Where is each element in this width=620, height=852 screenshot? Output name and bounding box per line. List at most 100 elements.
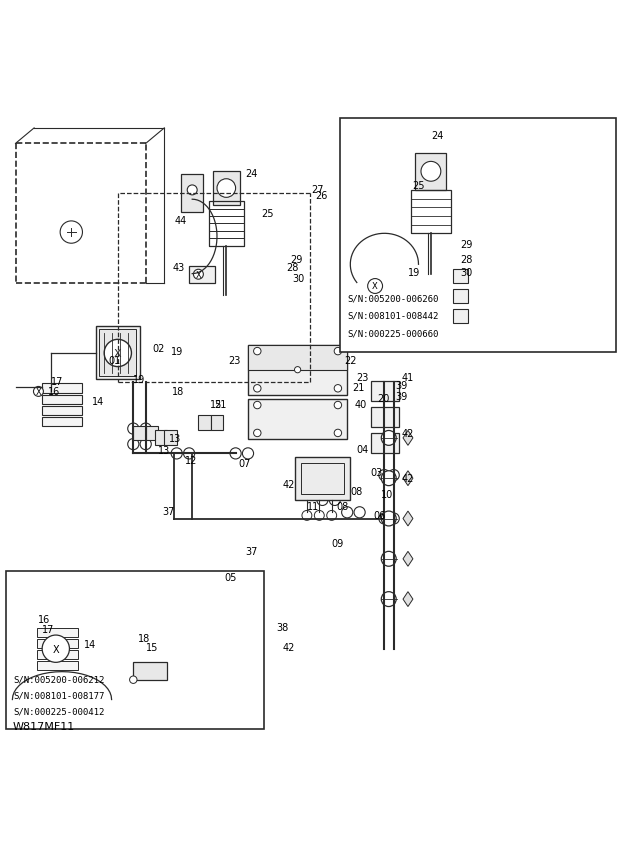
Text: 23: 23 xyxy=(228,356,241,366)
Polygon shape xyxy=(403,552,413,567)
Circle shape xyxy=(254,429,261,437)
Circle shape xyxy=(140,423,151,435)
Circle shape xyxy=(334,429,342,437)
Text: S/N:005200-006212: S/N:005200-006212 xyxy=(14,675,105,684)
Bar xyxy=(209,202,244,246)
Bar xyxy=(340,118,616,353)
Circle shape xyxy=(334,348,342,355)
Text: 42: 42 xyxy=(282,642,294,653)
Bar xyxy=(181,176,203,212)
Circle shape xyxy=(379,439,390,450)
Text: 13: 13 xyxy=(158,446,170,456)
Bar xyxy=(37,661,78,671)
Text: X: X xyxy=(35,388,42,396)
Polygon shape xyxy=(403,592,413,607)
Text: 18: 18 xyxy=(138,633,150,642)
Text: 41: 41 xyxy=(402,372,414,383)
Text: 30: 30 xyxy=(293,273,305,284)
Text: 01: 01 xyxy=(108,356,121,366)
Bar xyxy=(371,382,399,401)
Text: X: X xyxy=(53,644,59,654)
Circle shape xyxy=(379,513,390,525)
Text: X: X xyxy=(195,270,202,279)
Text: 08: 08 xyxy=(350,486,363,496)
Text: 02: 02 xyxy=(152,343,164,354)
Text: 19: 19 xyxy=(408,268,420,278)
Text: 39: 39 xyxy=(396,381,408,391)
Text: 11: 11 xyxy=(307,502,319,511)
Text: 14: 14 xyxy=(92,396,104,406)
Polygon shape xyxy=(403,511,413,527)
Circle shape xyxy=(334,402,342,409)
Text: 12: 12 xyxy=(185,455,197,465)
Bar xyxy=(211,416,223,430)
Text: 16: 16 xyxy=(38,614,51,625)
Text: 39: 39 xyxy=(396,391,408,401)
Circle shape xyxy=(327,511,337,521)
Circle shape xyxy=(381,592,396,607)
Text: 37: 37 xyxy=(245,546,257,556)
Text: 24: 24 xyxy=(431,131,443,141)
Bar xyxy=(99,330,136,377)
Text: 20: 20 xyxy=(377,393,389,403)
Text: S/N:000225-000412: S/N:000225-000412 xyxy=(14,707,105,717)
Circle shape xyxy=(368,279,383,294)
Bar xyxy=(37,650,78,659)
Bar xyxy=(248,400,347,440)
Text: 16: 16 xyxy=(48,387,61,397)
Circle shape xyxy=(184,448,195,459)
Circle shape xyxy=(314,511,324,521)
Bar xyxy=(133,663,167,680)
Circle shape xyxy=(381,552,396,567)
Text: 22: 22 xyxy=(344,356,356,366)
Text: 15: 15 xyxy=(146,642,158,653)
Text: 07: 07 xyxy=(239,458,251,468)
Text: X: X xyxy=(114,348,122,359)
Text: 37: 37 xyxy=(162,506,175,516)
Circle shape xyxy=(294,367,301,373)
Bar xyxy=(164,431,177,446)
Circle shape xyxy=(317,495,328,506)
Text: W817MF11: W817MF11 xyxy=(12,721,74,731)
Bar xyxy=(371,434,399,453)
Text: 17: 17 xyxy=(51,377,63,387)
Text: S/N:008101-008177: S/N:008101-008177 xyxy=(14,691,105,700)
Circle shape xyxy=(254,385,261,393)
Circle shape xyxy=(171,448,182,459)
Bar xyxy=(198,416,211,430)
Text: 38: 38 xyxy=(276,622,288,632)
Bar xyxy=(248,346,347,395)
Text: 42: 42 xyxy=(282,480,294,490)
Text: S/N:008101-008442: S/N:008101-008442 xyxy=(347,312,438,320)
Circle shape xyxy=(60,222,82,244)
Text: 13: 13 xyxy=(169,434,181,443)
Bar xyxy=(146,426,158,440)
Text: 18: 18 xyxy=(172,387,185,397)
Circle shape xyxy=(421,162,441,182)
Circle shape xyxy=(388,470,399,481)
Text: 06: 06 xyxy=(373,511,386,521)
Circle shape xyxy=(130,676,137,683)
Circle shape xyxy=(302,511,312,521)
Bar xyxy=(37,628,78,637)
Bar xyxy=(411,191,451,234)
Bar xyxy=(189,266,215,284)
Bar xyxy=(453,309,468,323)
Circle shape xyxy=(381,431,396,446)
Text: 28: 28 xyxy=(460,255,472,265)
Circle shape xyxy=(254,348,261,355)
Text: 25: 25 xyxy=(412,181,425,191)
Bar xyxy=(42,384,82,393)
Polygon shape xyxy=(403,431,413,446)
Circle shape xyxy=(193,270,203,279)
Circle shape xyxy=(329,495,340,506)
Circle shape xyxy=(342,507,353,518)
Polygon shape xyxy=(403,471,413,486)
Bar xyxy=(42,406,82,416)
Text: 23: 23 xyxy=(356,372,369,383)
Text: 17: 17 xyxy=(42,625,55,634)
Text: 24: 24 xyxy=(245,169,257,178)
Bar xyxy=(453,290,468,303)
Text: 14: 14 xyxy=(84,639,96,649)
Text: 42: 42 xyxy=(402,429,414,439)
